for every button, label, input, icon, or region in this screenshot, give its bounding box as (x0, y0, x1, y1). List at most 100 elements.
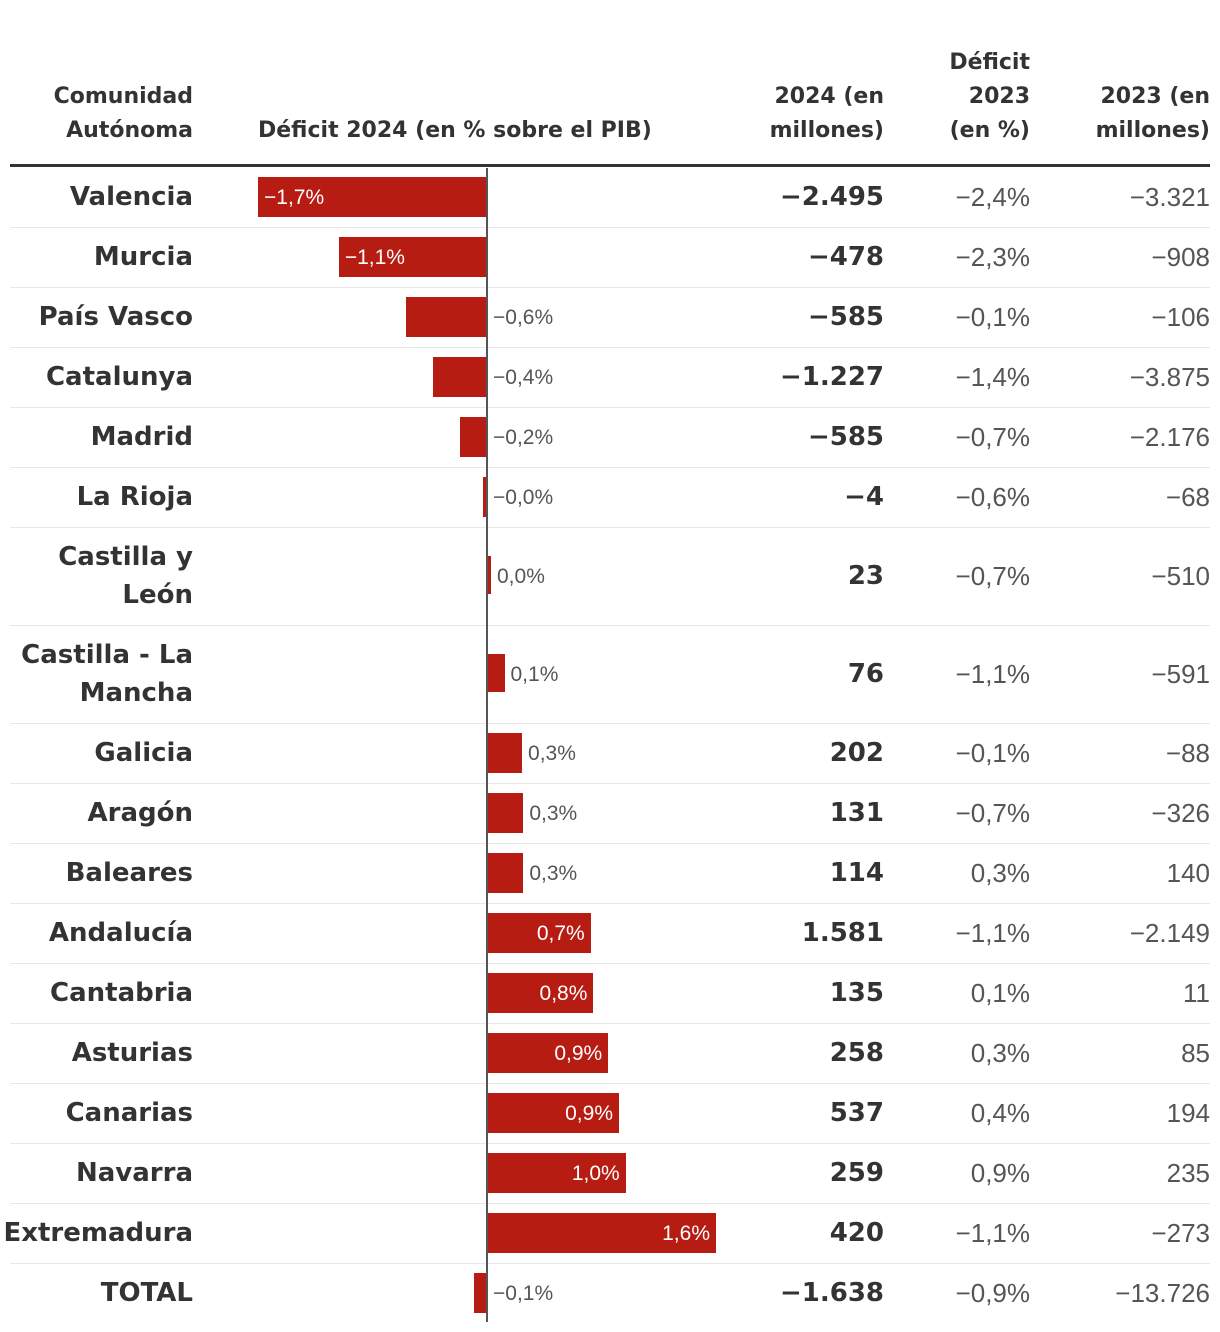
millions-2024-value: −1.227 (779, 362, 884, 392)
millions-2024-value: 114 (829, 858, 884, 888)
row-separator (10, 843, 1210, 844)
region-name: Aragón (87, 798, 193, 828)
millions-2024-value: −585 (807, 422, 884, 452)
deficit-pct-2023-value: −1,1% (955, 918, 1030, 948)
millions-2023-value: −88 (1165, 738, 1210, 768)
millions-2024-value: 135 (829, 978, 884, 1008)
row-separator (10, 527, 1210, 528)
deficit-pct-2023-value: −0,1% (955, 738, 1030, 768)
bar (258, 177, 487, 217)
millions-2024-value: 1.581 (801, 918, 884, 948)
region-name: Canarias (65, 1098, 193, 1128)
bar (406, 297, 487, 337)
millions-2023-value: 140 (1166, 858, 1210, 888)
row-separator (10, 407, 1210, 408)
region-name: La Rioja (76, 482, 193, 512)
millions-2024-value: 202 (829, 738, 884, 768)
millions-2023-value: −3.875 (1129, 362, 1210, 392)
deficit-pct-2023-value: −1,4% (955, 362, 1030, 392)
bar-value-label: −0,1% (493, 1282, 554, 1305)
bar (487, 556, 491, 594)
region-name: TOTAL (100, 1278, 193, 1308)
millions-2023-value: 194 (1166, 1098, 1210, 1128)
millions-2024-value: −478 (807, 242, 884, 272)
region-name: Catalunya (45, 362, 193, 392)
bar-value-label: 1,0% (571, 1162, 620, 1185)
header-deficit-pct-2024: Déficit 2024 (en % sobre el PIB) (258, 118, 652, 143)
bar-value-label: 0,3% (529, 862, 578, 885)
deficit-pct-2023-value: 0,1% (970, 978, 1030, 1008)
millions-2023-value: −106 (1151, 302, 1210, 332)
deficit-pct-2023-value: −1,1% (955, 1218, 1030, 1248)
header-millions-2024: 2024 (en millones) (769, 84, 884, 143)
header-rule (10, 164, 1210, 167)
millions-2024-value: 131 (829, 798, 884, 828)
bar (487, 1213, 716, 1253)
row-separator (10, 903, 1210, 904)
row-separator (10, 723, 1210, 724)
bar-value-label: 0,8% (539, 982, 588, 1005)
bar-value-label: −0,6% (493, 306, 554, 329)
deficit-pct-2023-value: −0,9% (955, 1278, 1030, 1308)
row-separator (10, 1023, 1210, 1024)
region-name: Castilla y León (58, 542, 193, 610)
region-name: Castilla - La Mancha (21, 640, 193, 708)
row-separator (10, 347, 1210, 348)
deficit-pct-2023-value: 0,9% (970, 1158, 1030, 1188)
deficit-pct-2023-value: −0,1% (955, 302, 1030, 332)
bar (433, 357, 487, 397)
bar (487, 1093, 619, 1133)
deficit-pct-2023-value: −0,7% (955, 422, 1030, 452)
bar-value-label: −1,1% (344, 246, 405, 269)
deficit-pct-2023-value: −0,6% (955, 482, 1030, 512)
region-name: Cantabria (50, 978, 193, 1008)
row-separator (10, 1083, 1210, 1084)
bar (487, 913, 591, 953)
millions-2024-value: 258 (829, 1038, 884, 1068)
millions-2023-value: −591 (1151, 659, 1210, 689)
bar (460, 417, 487, 457)
millions-2024-value: −4 (844, 482, 884, 512)
bar (487, 654, 505, 692)
bar-value-label: −0,2% (493, 426, 554, 449)
region-name: Murcia (93, 242, 193, 272)
region-name: Navarra (76, 1158, 193, 1188)
millions-2024-value: 537 (829, 1098, 884, 1128)
bar (482, 477, 487, 517)
row-separator (10, 467, 1210, 468)
row-separator (10, 783, 1210, 784)
millions-2023-value: 235 (1166, 1158, 1210, 1188)
row-separator (10, 287, 1210, 288)
millions-2023-value: −273 (1151, 1218, 1210, 1248)
deficit-pct-2023-value: 0,3% (970, 1038, 1030, 1068)
millions-2023-value: 11 (1183, 978, 1210, 1008)
row-separator (10, 1143, 1210, 1144)
bar-value-label: 0,3% (529, 802, 578, 825)
millions-2023-value: −13.726 (1115, 1278, 1210, 1308)
row-separator (10, 227, 1210, 228)
region-name: Baleares (65, 858, 193, 888)
millions-2024-value: −1.638 (779, 1278, 884, 1308)
zero-axis-line (486, 168, 488, 1322)
millions-2024-value: 420 (829, 1218, 884, 1248)
region-name: País Vasco (38, 302, 193, 332)
deficit-pct-2023-value: 0,4% (970, 1098, 1030, 1128)
millions-2023-value: −68 (1165, 482, 1210, 512)
millions-2023-value: −2.149 (1129, 918, 1210, 948)
bar-value-label: 0,9% (554, 1042, 603, 1065)
deficit-pct-2023-value: −1,1% (955, 659, 1030, 689)
region-name: Extremadura (3, 1218, 193, 1248)
region-name: Madrid (90, 422, 193, 452)
row-separator (10, 625, 1210, 626)
bar-value-label: −0,0% (493, 486, 554, 509)
bar (487, 733, 523, 773)
millions-2024-value: 259 (829, 1158, 884, 1188)
bar-value-label: 0,7% (536, 922, 585, 945)
region-name: Asturias (71, 1038, 193, 1068)
deficit-pct-2023-value: −0,7% (955, 798, 1030, 828)
bar (487, 1033, 609, 1073)
row-separator (10, 1203, 1210, 1204)
millions-2023-value: −510 (1151, 561, 1210, 591)
header-region: Comunidad Autónoma (53, 84, 193, 143)
